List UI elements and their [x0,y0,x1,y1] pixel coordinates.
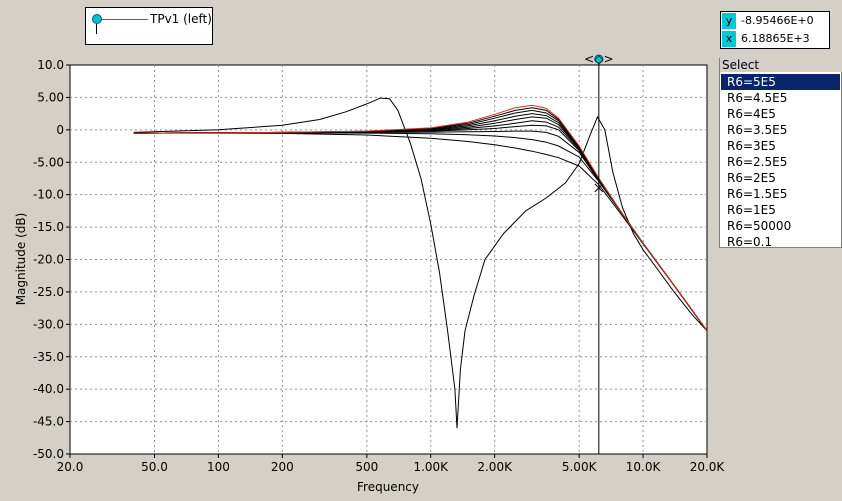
y-tick-label: -5.00 [33,155,64,169]
x-tick-label: 2.00K [477,460,513,474]
select-item[interactable]: R6=4E5 [727,107,776,121]
y-tick-label: -45.0 [33,415,64,429]
trace-group [133,97,708,429]
cursor-x-tag: x [722,31,736,47]
x-tick-label: 200 [271,460,294,474]
measurement-cursor[interactable]: <◇> [584,52,614,454]
x-tick-label: 20.0 [57,460,84,474]
y-tick-label: -50.0 [33,447,64,461]
x-tick-labels: 20.0 50.0 100 200 500 1.00K 2.00K 5.00K 10.0K 20.… [57,454,726,474]
trace-select-panel: Select R6=5E5 R6=4.5E5 R6=4E5 R6=3.5E5 R… [719,58,842,250]
y-tick-label: 5.00 [37,90,64,104]
legend-label: TPv1 (left) [150,12,212,26]
trace-line[interactable] [133,104,708,332]
y-tick-labels: 10.0 5.00 0 -5.00 -10.0 -15.0 -20.0 -25.0 -30.0 -… [33,58,70,461]
cursor-handle-glyph: <◇> [584,52,613,66]
cursor-readout: y -8.95466E+0 x 6.18865E+3 [720,11,830,49]
trace-select-list[interactable]: R6=5E5 R6=4.5E5 R6=4E5 R6=3.5E5 R6=3E5 R… [721,74,840,250]
legend-line-swatch [96,19,148,20]
legend-marker-icon [92,14,102,24]
cursor-y-value: -8.95466E+0 [741,14,814,27]
y-tick-label: -35.0 [33,350,64,364]
select-item[interactable]: R6=3.5E5 [727,123,788,137]
trace-line[interactable] [133,97,708,429]
x-tick-label: 20.0K [690,460,726,474]
x-tick-label: 5.00K [562,460,598,474]
y-tick-label: 0 [56,123,64,137]
y-tick-label: -20.0 [33,253,64,267]
y-tick-label: 10.0 [37,58,64,72]
select-item[interactable]: R6=4.5E5 [727,91,788,105]
y-axis-title: Magnitude (dB) [14,213,28,306]
y-tick-label: -10.0 [33,188,64,202]
legend-stem [96,24,97,34]
y-tick-label: -15.0 [33,220,64,234]
select-panel-title: Select [720,58,842,72]
select-item[interactable]: R6=2E5 [727,171,776,185]
x-axis-title: Frequency [357,480,419,494]
x-tick-label: 500 [355,460,378,474]
cursor-handle-icon[interactable] [594,54,604,64]
select-item[interactable]: R6=50000 [727,219,792,233]
select-item[interactable]: R6=3E5 [727,139,776,153]
select-item[interactable]: R6=0.1 [727,235,773,249]
trace-line[interactable] [133,132,708,332]
x-tick-label: 10.0K [626,460,662,474]
select-item[interactable]: R6=1.5E5 [727,187,788,201]
x-tick-label: 50.0 [141,460,168,474]
cursor-crosshair [594,183,604,193]
legend[interactable]: TPv1 (left) [85,7,213,45]
y-tick-label: -25.0 [33,285,64,299]
cursor-y-tag: y [722,13,736,29]
select-item[interactable]: R6=1E5 [727,203,776,217]
grid-lines [70,65,707,454]
select-item[interactable]: R6=5E5 [721,74,840,90]
x-tick-label: 100 [207,460,230,474]
select-item[interactable]: R6=2.5E5 [727,155,788,169]
y-tick-label: -40.0 [33,382,64,396]
cursor-x-value: 6.18865E+3 [741,32,810,45]
y-tick-label: -30.0 [33,317,64,331]
x-tick-label: 1.00K [413,460,449,474]
